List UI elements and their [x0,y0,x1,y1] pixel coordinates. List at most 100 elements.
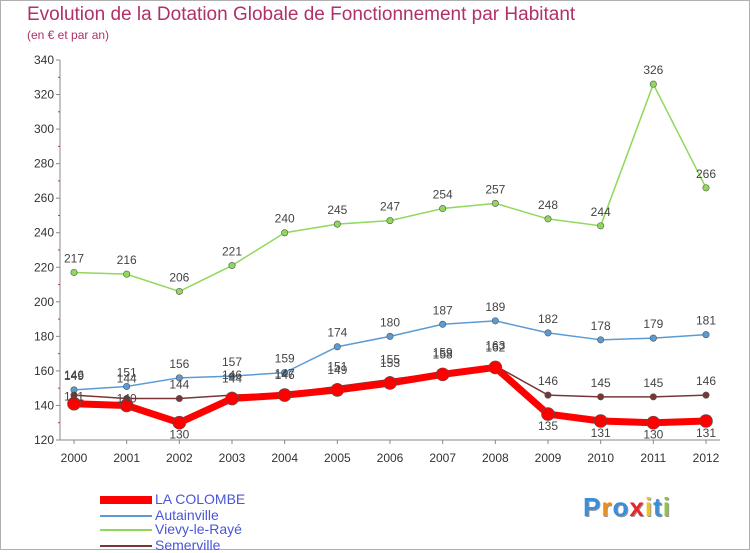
data-point-autainville [228,372,236,380]
data-point-autainville [123,382,131,390]
legend-label-vievy-le-ray: Vievy-le-Rayé [155,521,242,537]
data-label-autainville: 180 [380,315,400,329]
data-point-vievy-le-ray [175,287,183,295]
data-label-semerville: 144 [169,378,189,392]
data-point-la-colombe [277,388,292,402]
data-point-semerville [649,393,657,401]
data-point-autainville [281,369,289,377]
logo-letter: r [601,492,613,522]
data-label-semerville: 145 [591,376,611,390]
data-label-semerville: 146 [538,374,558,388]
data-point-la-colombe [541,407,555,421]
series-line-vievy-le-ray [73,83,707,293]
data-label-la-colombe: 140 [117,391,137,405]
data-label-autainville: 174 [327,326,347,340]
x-tick-label: 2004 [271,451,298,465]
data-point-la-colombe [593,414,608,428]
data-point-la-colombe [435,367,450,382]
data-label-autainville: 187 [433,303,453,317]
x-tick-label: 2012 [693,451,720,465]
data-label-semerville: 155 [380,353,400,367]
x-tick-label: 2003 [219,451,246,465]
data-point-vievy-le-ray [228,262,236,270]
data-label-la-colombe: 146 [275,368,295,382]
data-label-autainville: 149 [64,369,84,383]
data-label-autainville: 179 [643,317,663,331]
data-label-semerville: 159 [433,346,453,360]
data-point-semerville [597,393,605,401]
data-point-autainville [175,374,183,382]
data-label-semerville: 144 [117,372,137,386]
x-tick-label: 2009 [535,451,562,465]
data-label-autainville: 151 [117,365,137,379]
data-label-la-colombe: 131 [591,426,611,440]
data-label-vievy-le-ray: 257 [485,182,505,196]
data-point-vievy-le-ray [333,220,341,228]
data-point-vievy-le-ray [386,217,394,225]
legend-label-semerville: Semerville [155,537,221,553]
logo-letter: P [583,492,602,522]
chart-title: Evolution de la Dotation Globale de Fonc… [27,4,576,25]
data-label-la-colombe: 158 [433,347,453,361]
data-label-la-colombe: 149 [327,363,347,377]
data-label-autainville: 159 [275,352,295,366]
data-point-autainville [333,343,341,351]
data-label-semerville: 151 [327,359,347,373]
data-point-la-colombe [119,398,134,413]
data-label-vievy-le-ray: 248 [538,198,558,212]
data-point-la-colombe [67,396,81,411]
legend-swatch-la-colombe [100,496,152,504]
data-label-vievy-le-ray: 254 [433,188,453,202]
data-label-vievy-le-ray: 266 [696,167,716,181]
data-point-semerville [544,391,552,399]
logo-letter: i [644,492,654,522]
y-tick-label: 240 [34,226,54,240]
data-label-vievy-le-ray: 206 [169,270,189,284]
logo-letter: o [612,492,630,522]
y-tick-label: 220 [34,260,54,274]
chart-subtitle: (en € et par an) [27,28,110,42]
data-point-autainville [386,332,394,340]
data-label-vievy-le-ray: 326 [643,63,663,77]
series-line-la-colombe [73,363,707,427]
legend-swatch-autainville [100,515,152,517]
data-label-la-colombe: 162 [485,340,505,354]
data-point-vievy-le-ray [70,268,78,276]
chart-axes: 120 140 160 180 200 220 240 260 280 300 320 340 2000… [34,53,720,465]
data-label-la-colombe: 153 [380,356,400,370]
y-tick-label: 260 [34,191,54,205]
data-label-la-colombe: 130 [643,428,663,442]
data-label-autainville: 178 [591,319,611,333]
data-label-autainville: 182 [538,312,558,326]
x-tick-label: 2005 [324,451,351,465]
data-point-la-colombe [488,360,503,375]
data-label-semerville: 146 [696,374,716,388]
data-point-vievy-le-ray [544,215,552,223]
data-point-semerville [702,391,710,399]
data-label-vievy-le-ray: 216 [117,253,137,267]
data-point-autainville [439,320,447,328]
legend-label-autainville: Autainville [155,507,219,523]
data-point-la-colombe [699,414,713,428]
data-label-vievy-le-ray: 247 [380,200,400,214]
data-label-autainville: 189 [485,300,505,314]
data-label-vievy-le-ray: 245 [327,203,347,217]
data-point-la-colombe [225,391,239,406]
data-point-vievy-le-ray [649,80,657,88]
data-label-la-colombe: 130 [169,428,189,442]
y-tick-label: 200 [34,295,54,309]
data-label-la-colombe: 141 [64,390,84,404]
data-label-la-colombe: 131 [696,426,716,440]
data-label-semerville: 146 [222,368,242,382]
data-point-vievy-le-ray [439,205,447,213]
data-point-semerville [175,395,183,403]
proxiti-logo: Proxiti [583,492,671,523]
y-tick-label: 160 [34,364,54,378]
data-label-vievy-le-ray: 244 [591,205,611,219]
x-tick-label: 2002 [166,451,193,465]
y-tick-label: 280 [34,157,54,171]
data-label-autainville: 156 [169,357,189,371]
data-label-autainville: 157 [222,355,242,369]
